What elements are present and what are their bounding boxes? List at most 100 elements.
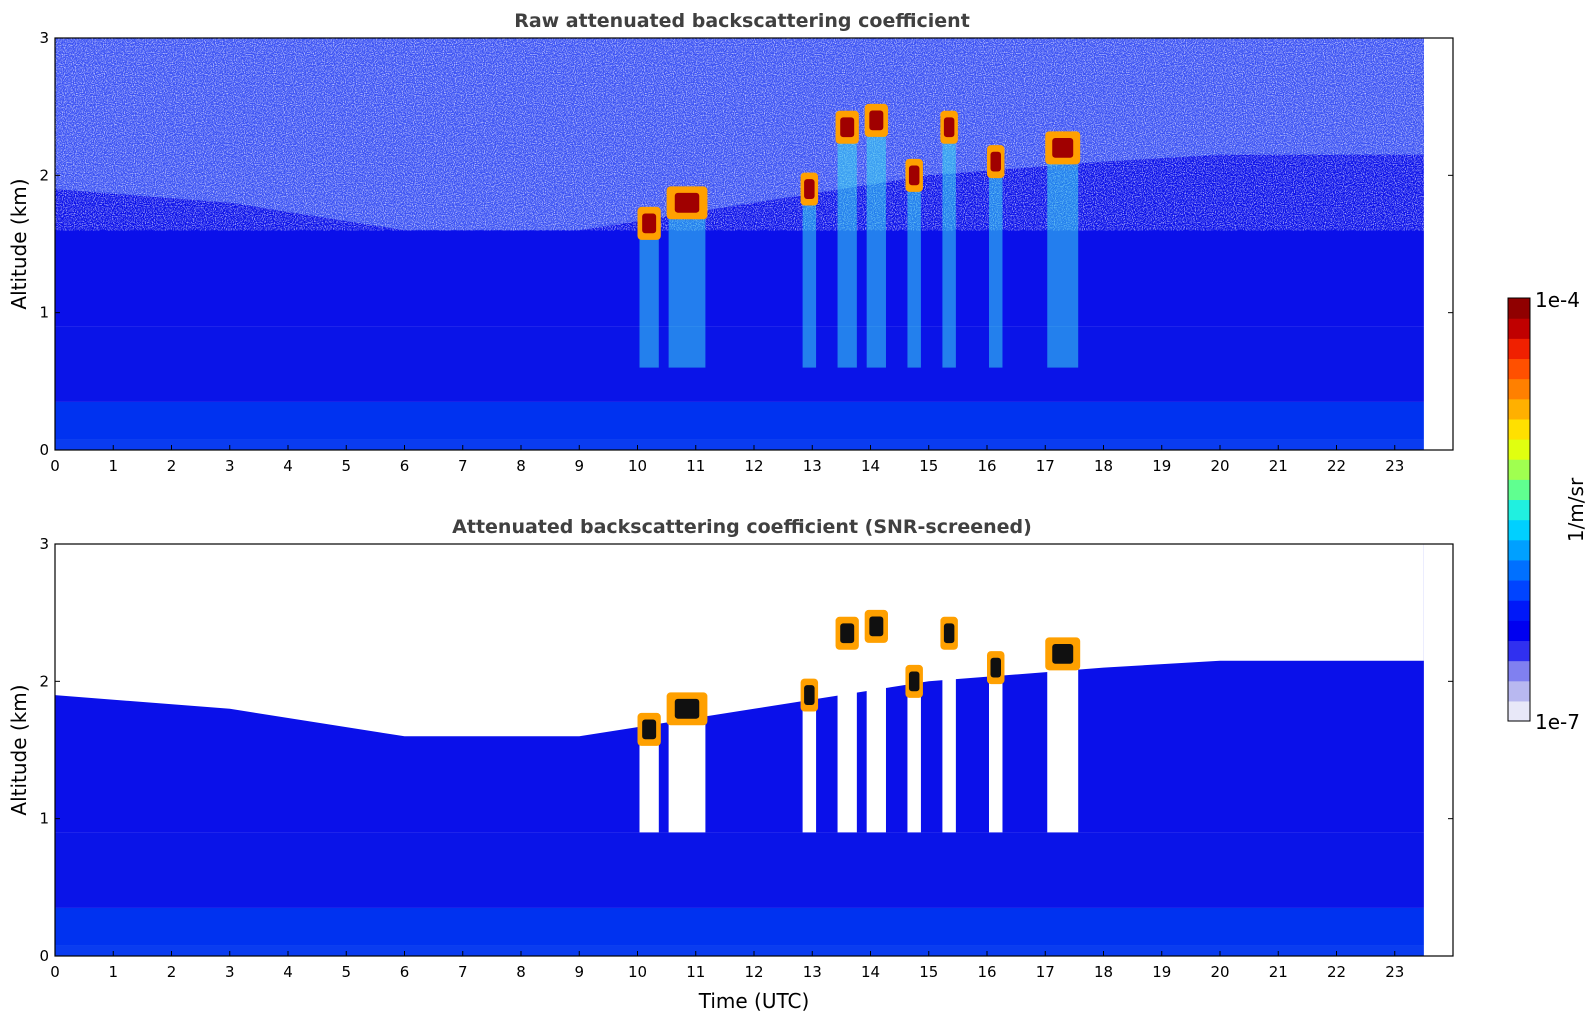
colorbar-band [1508, 539, 1530, 561]
colorbar-band [1508, 398, 1530, 420]
cloud-core [869, 616, 884, 637]
signal-layer [55, 326, 1424, 402]
x-tick-label: 13 [803, 457, 822, 475]
x-axis-ticks: 0 1 2 3 4 5 6 7 8 9 10 11 12 13 14 15 16 17 18 19 20 21 22 23 [50, 445, 1404, 475]
heatmap-plot-area [55, 38, 1424, 450]
y-tick-label: 2 [39, 672, 49, 690]
y-axis-ticks: 0 1 2 3 [39, 535, 1453, 965]
x-tick-label: 10 [628, 457, 647, 475]
colorbar-frame [1507, 297, 1531, 722]
signal-layer [55, 945, 1424, 956]
x-tick-label: 5 [341, 457, 351, 475]
colorbar-band [1508, 519, 1530, 541]
x-tick-label: 9 [574, 457, 584, 475]
cloud-core [1052, 137, 1074, 158]
cloud-column [802, 695, 817, 833]
cloud-core [943, 117, 955, 138]
cloud-column [942, 633, 956, 833]
cloud-column [866, 120, 886, 368]
x-tick-label: 23 [1385, 457, 1404, 475]
colorbar-band [1508, 378, 1530, 400]
colorbar-gradient [1508, 298, 1530, 722]
x-tick-label: 4 [283, 963, 293, 981]
x-tick-label: 22 [1327, 457, 1346, 475]
cloud-column [668, 202, 706, 368]
free-troposphere-region [55, 544, 1424, 737]
x-tick-label: 15 [919, 457, 938, 475]
colorbar-min-label: 1e-7 [1535, 710, 1580, 734]
colorbar-band [1508, 499, 1530, 521]
cloud-column [1047, 653, 1079, 833]
x-axis-label: Time (UTC) [698, 989, 810, 1013]
x-tick-label: 11 [686, 457, 705, 475]
colorbar-band [1508, 358, 1530, 380]
x-tick-label: 7 [458, 963, 468, 981]
y-tick-label: 1 [39, 304, 49, 322]
x-tick-label: 21 [1269, 457, 1288, 475]
cloud-column [942, 127, 956, 368]
cloud-column [837, 633, 857, 833]
x-tick-label: 18 [1094, 963, 1113, 981]
panel-raw: Raw attenuated backscattering coefficien… [7, 10, 1454, 475]
x-tick-label: 14 [861, 963, 880, 981]
x-tick-label: 5 [341, 963, 351, 981]
y-axis-ticks: 0 1 2 3 [39, 29, 1453, 459]
heatmap-plot-area [55, 544, 1424, 956]
cloud-column [989, 667, 1003, 833]
signal-layer [55, 439, 1424, 450]
colorbar-band [1508, 298, 1530, 319]
x-tick-label: 23 [1385, 963, 1404, 981]
x-tick-label: 7 [458, 457, 468, 475]
x-tick-label: 18 [1094, 457, 1113, 475]
cloud-core [1052, 643, 1074, 664]
x-tick-label: 8 [516, 457, 526, 475]
colorbar-band [1508, 700, 1530, 722]
colorbar-band [1508, 439, 1530, 460]
x-tick-label: 6 [400, 457, 410, 475]
x-tick-label: 22 [1327, 963, 1346, 981]
y-tick-label: 3 [39, 29, 49, 47]
x-tick-label: 16 [977, 963, 996, 981]
colorbar-band [1508, 338, 1530, 360]
y-axis-label: Altitude (km) [7, 178, 31, 309]
colorbar: 1e-4 1e-7 1/m/sr [1507, 288, 1588, 734]
cloud-core [642, 719, 657, 740]
x-tick-label: 0 [50, 963, 60, 981]
cloud-core [840, 623, 855, 644]
colorbar-max-label: 1e-4 [1535, 288, 1580, 312]
x-axis-ticks: 0 1 2 3 4 5 6 7 8 9 10 11 12 13 14 15 16 17 18 19 20 21 22 23 [50, 951, 1404, 981]
cloud-core [674, 192, 700, 213]
colorbar-band [1508, 600, 1530, 621]
cloud-column [989, 161, 1003, 368]
colorbar-band [1508, 680, 1530, 702]
cloud-core [804, 179, 815, 199]
colorbar-band [1508, 559, 1530, 581]
cloud-column [639, 729, 659, 833]
x-tick-label: 3 [225, 457, 235, 475]
panel-title: Attenuated backscattering coefficient (S… [452, 516, 1032, 538]
colorbar-band [1508, 580, 1530, 601]
x-tick-label: 2 [167, 963, 177, 981]
x-tick-label: 11 [686, 963, 705, 981]
panel-snr-screened: Attenuated backscattering coefficient (S… [7, 516, 1454, 1013]
x-tick-label: 12 [744, 457, 763, 475]
signal-layer [55, 832, 1424, 908]
x-tick-label: 10 [628, 963, 647, 981]
colorbar-band [1508, 318, 1530, 339]
x-tick-label: 6 [400, 963, 410, 981]
noise-texture [55, 38, 1424, 231]
cloud-column [802, 189, 817, 368]
y-tick-label: 2 [39, 166, 49, 184]
x-tick-label: 8 [516, 963, 526, 981]
y-tick-label: 1 [39, 810, 49, 828]
x-tick-label: 19 [1152, 457, 1171, 475]
colorbar-band [1508, 418, 1530, 440]
x-tick-label: 12 [744, 963, 763, 981]
cloud-core [869, 110, 884, 131]
x-tick-label: 20 [1210, 963, 1229, 981]
x-tick-label: 17 [1036, 457, 1055, 475]
x-tick-label: 3 [225, 963, 235, 981]
y-axis-label: Altitude (km) [7, 684, 31, 815]
x-tick-label: 1 [108, 963, 118, 981]
